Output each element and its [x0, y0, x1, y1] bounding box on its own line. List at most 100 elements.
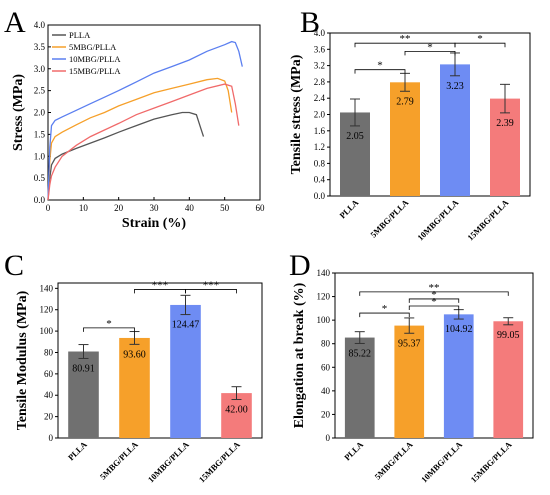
y-tick-label: 100: [40, 326, 54, 336]
x-axis-title: Strain (%): [122, 216, 187, 231]
category-label: PLLA: [66, 439, 90, 463]
data-label: 124.47: [172, 320, 200, 331]
legend-label: 15MBG/PLLA: [69, 66, 121, 76]
data-label: 104.92: [445, 324, 473, 335]
data-label: 80.91: [72, 363, 95, 374]
significance-label: *: [427, 41, 433, 53]
legend-label: 5MBG/PLLA: [69, 42, 117, 52]
y-tick-label: 1.0: [34, 151, 46, 161]
data-label: 93.60: [123, 349, 146, 360]
bar: [170, 304, 201, 438]
y-tick-label: 140: [40, 283, 54, 293]
significance-label: **: [429, 282, 440, 294]
y-tick-label: 0.0: [314, 191, 326, 201]
y-tick-label: 1.6: [314, 126, 326, 136]
y-tick-label: 2.0: [34, 108, 46, 118]
bar: [394, 325, 425, 438]
bar: [493, 321, 524, 438]
y-tick-label: 80: [44, 347, 54, 357]
y-axis-title: Stress (MPa): [11, 74, 26, 151]
significance-label: ***: [152, 279, 169, 291]
y-tick-label: 60: [321, 362, 331, 372]
y-tick-label: 100: [317, 315, 331, 325]
legend-label: 10MBG/PLLA: [69, 54, 121, 64]
significance-bracket: [83, 327, 135, 332]
bar: [443, 314, 474, 438]
y-tick-label: 2.8: [314, 77, 326, 87]
y-tick-label: 20: [44, 412, 54, 422]
panel-letter: D: [289, 249, 311, 282]
stress-strain-chart: 0 10 20 30 40 50 60 0.0 0.5 1.0 1.5 2.0 2.5 3.0 3.5 4.0…: [11, 20, 265, 231]
y-axis-title: Tensile Modulus (MPa): [15, 290, 30, 430]
y-tick-label: 1.2: [314, 142, 325, 152]
significance-label: *: [431, 289, 437, 301]
category-label: 5MBG/PLLA: [98, 439, 141, 482]
x-tick-label: 30: [150, 203, 160, 213]
category-label: 10MBG/PLLA: [146, 439, 192, 485]
significance-label: *: [106, 318, 112, 330]
category-label: PLLA: [342, 439, 366, 463]
significance-bracket: [408, 305, 460, 310]
y-tick-label: 0.8: [314, 158, 326, 168]
y-tick-label: 3.6: [314, 44, 326, 54]
y-tick-label: 3.5: [34, 42, 46, 52]
bar: [344, 337, 375, 438]
significance-bracket: [408, 298, 460, 303]
category-label: 5MBG/PLLA: [373, 439, 416, 482]
y-tick-label: 120: [317, 292, 331, 302]
significance-label: *: [431, 296, 437, 308]
data-label: 42.00: [225, 405, 248, 416]
x-tick-label: 60: [256, 203, 266, 213]
y-tick-label: 0: [326, 433, 331, 443]
y-tick-label: 0: [49, 433, 54, 443]
y-tick-label: 80: [321, 339, 331, 349]
y-tick-label: 40: [44, 390, 54, 400]
y-tick-label: 0.4: [314, 175, 326, 185]
tensile-modulus-chart: 0 20 40 60 80 100 120 140 Tensile Modulus (MPa) 8…: [15, 279, 263, 485]
panel-letter: A: [4, 6, 26, 39]
significance-bracket: [404, 50, 456, 56]
y-tick-label: 3.2: [314, 61, 325, 71]
series-line: [47, 40, 243, 201]
y-tick-label: 3.0: [34, 64, 46, 74]
bar: [119, 337, 150, 438]
legend-label: PLLA: [69, 30, 91, 40]
significance-label: **: [400, 33, 411, 45]
y-axis-title: Elongation at break (%): [292, 282, 307, 428]
y-tick-label: 140: [317, 268, 331, 278]
category-label: 5MBG/PLLA: [368, 197, 411, 240]
significance-label: *: [382, 303, 388, 315]
series-line: [47, 77, 233, 201]
significance-bracket: [454, 42, 506, 48]
significance-bracket: [359, 312, 410, 318]
data-label: 85.22: [349, 348, 372, 359]
series-line: [47, 83, 240, 201]
panel-letter: C: [4, 249, 24, 282]
bar: [490, 98, 520, 196]
significance-label: *: [477, 33, 483, 45]
bar: [440, 64, 470, 196]
bar: [390, 82, 420, 196]
elongation-chart: 0 20 40 60 80 100 120 140 Elongation at break (%…: [292, 268, 534, 485]
panel-letter: B: [300, 6, 320, 39]
y-tick-label: 60: [44, 369, 54, 379]
data-label: 95.37: [398, 338, 421, 349]
category-label: PLLA: [337, 197, 361, 221]
bar: [221, 393, 252, 438]
category-label: 10MBG/PLLA: [419, 439, 465, 485]
data-label: 99.05: [497, 330, 520, 341]
y-tick-label: 2.4: [314, 93, 326, 103]
y-tick-label: 4.0: [314, 28, 326, 38]
significance-label: ***: [203, 279, 220, 291]
data-label: 2.39: [496, 118, 514, 129]
y-axis-title: Tensile stress (MPa): [289, 54, 304, 174]
y-tick-label: 4.0: [34, 20, 46, 30]
y-tick-label: 1.5: [34, 129, 46, 139]
y-tick-label: 40: [321, 386, 331, 396]
x-tick-label: 20: [114, 203, 124, 213]
data-label: 2.79: [396, 96, 414, 107]
significance-bracket: [359, 291, 509, 296]
y-tick-label: 120: [40, 305, 54, 315]
significance-label: *: [377, 60, 383, 72]
